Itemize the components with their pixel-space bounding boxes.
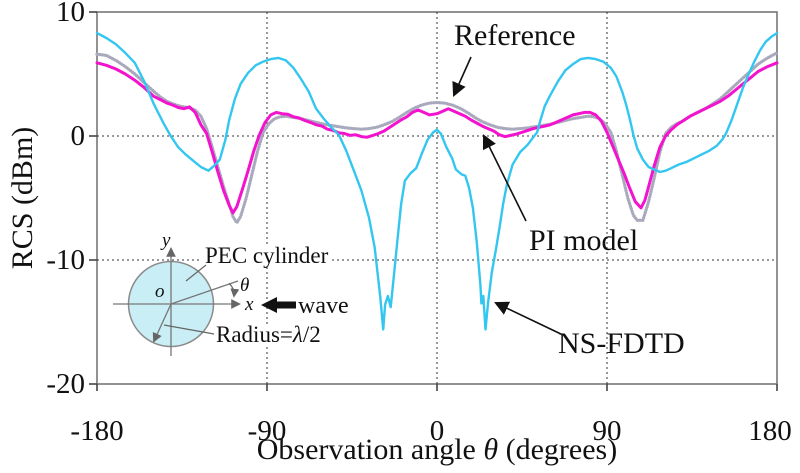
radius-label-halo xyxy=(212,325,334,346)
radius-label-suffix: /2 xyxy=(303,322,321,347)
reference-label: Reference xyxy=(454,19,576,52)
x-axis-title-suffix: (degrees) xyxy=(498,433,617,466)
ns-fdtd-arrow xyxy=(494,301,564,336)
radius-leader-line xyxy=(163,324,215,335)
x-axis-title: Observation angle θ (degrees) xyxy=(257,433,617,466)
ns-fdtd-label: NS-FDTD xyxy=(558,327,685,360)
tick-marks xyxy=(89,11,778,391)
theta-arc xyxy=(228,283,240,298)
y-tick-label: 0 xyxy=(71,120,86,152)
pi-model-curve xyxy=(95,61,779,215)
x-tick-label: -90 xyxy=(248,415,287,447)
y-tick-label: -10 xyxy=(46,244,85,276)
tick-labels: -180 -90 0 90 180 10 0 -10 -20 xyxy=(46,0,791,447)
inset-theta-label: θ xyxy=(240,275,249,296)
inset-y-label: y xyxy=(160,230,171,251)
y-tick-label: 10 xyxy=(56,0,85,28)
pec-leader-line xyxy=(185,264,207,282)
inset-x-label: x xyxy=(244,294,254,315)
pec-cylinder-label: PEC cylinder xyxy=(205,243,329,268)
y-tick-label: -20 xyxy=(46,368,85,400)
wave-label: wave xyxy=(298,293,349,319)
x-tick-label: 0 xyxy=(430,415,445,447)
pi-model-label: PI model xyxy=(529,224,638,257)
x-axis-title-theta: θ xyxy=(483,433,498,466)
inset-diagram: PEC cylinder Radius=λ/2 wave o x y θ xyxy=(113,230,349,356)
x-tick-label: 90 xyxy=(593,415,622,447)
pec-label-halo xyxy=(202,246,332,266)
radius-label: Radius=λ/2 xyxy=(216,322,321,347)
reference-arrow xyxy=(452,56,472,97)
radius-label-prefix: Radius= xyxy=(216,322,293,347)
wave-arrow-icon xyxy=(261,297,296,313)
radius-label-lambda: λ xyxy=(292,322,303,347)
curves xyxy=(95,31,779,331)
y-axis-title: RCS (dBm) xyxy=(6,127,39,270)
x-tick-label: -180 xyxy=(70,415,123,447)
radius-arrow xyxy=(152,303,172,343)
ns-fdtd-curve xyxy=(95,31,779,331)
x-tick-label: 180 xyxy=(748,415,792,447)
theta-arm-line xyxy=(170,280,239,305)
x-axis-title-prefix: Observation angle xyxy=(257,433,484,466)
pi-model-arrow xyxy=(482,134,527,222)
inset-origin-label: o xyxy=(155,281,165,302)
